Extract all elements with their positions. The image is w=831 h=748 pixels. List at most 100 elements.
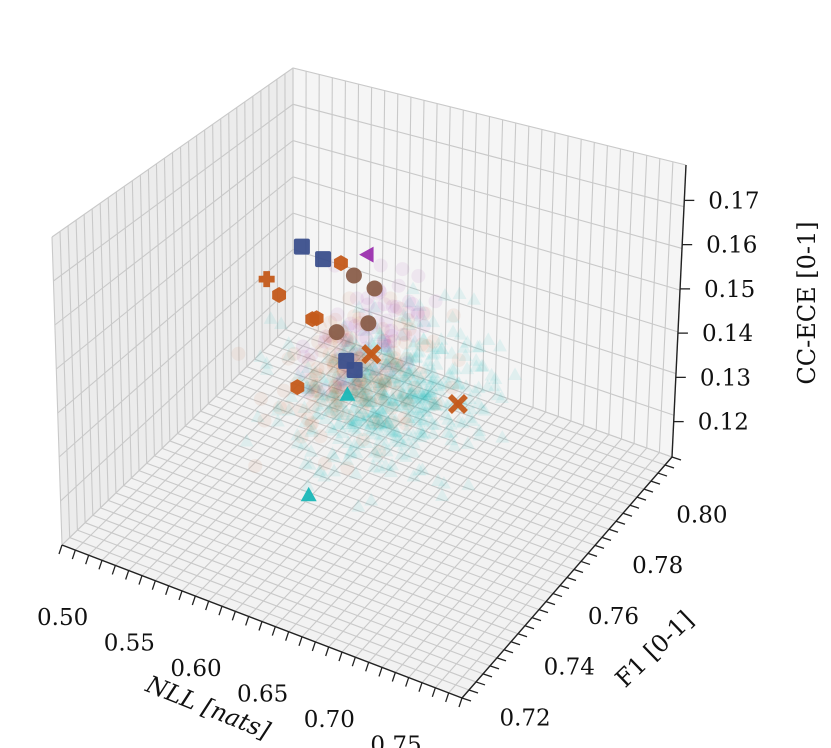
- cloud-point: [348, 318, 363, 333]
- cloud-point: [388, 413, 403, 426]
- cloud-point: [308, 379, 323, 394]
- cloud-point: [352, 408, 367, 422]
- cloud-point: [250, 409, 265, 423]
- cloud-point: [408, 390, 423, 404]
- cloud-point: [371, 383, 386, 397]
- cloud-point: [387, 354, 402, 368]
- cloud-point: [401, 366, 416, 380]
- cloud-point: [281, 402, 296, 416]
- cloud-point: [377, 387, 392, 401]
- cloud-point: [410, 396, 425, 410]
- cloud-point: [403, 386, 418, 400]
- cloud-point: [350, 391, 365, 406]
- cloud-point: [276, 383, 291, 398]
- cloud-point: [259, 355, 274, 369]
- z-gridline: [55, 176, 681, 370]
- x-tick-mark: [178, 590, 183, 601]
- cloud-point: [444, 346, 459, 359]
- x-tick-mark: [365, 662, 370, 672]
- cloud-point: [459, 379, 474, 392]
- cloud-point: [293, 403, 308, 418]
- cloud-point: [404, 392, 419, 406]
- cloud-point: [410, 402, 425, 415]
- cloud-point: [460, 335, 475, 348]
- x-tick-mark: [71, 549, 76, 560]
- cloud-point: [373, 402, 388, 416]
- cloud-point: [371, 375, 386, 389]
- cloud-point: [414, 400, 429, 413]
- cloud-point: [378, 375, 393, 390]
- cloud-point: [395, 398, 410, 412]
- cloud-point: [341, 435, 356, 448]
- cloud-point: [416, 319, 431, 334]
- cloud-point: [366, 394, 381, 408]
- cloud-point: [312, 465, 327, 478]
- cloud-point: [437, 376, 452, 390]
- cloud-point: [370, 379, 385, 392]
- cloud-point: [418, 404, 433, 417]
- cloud-point: [375, 419, 390, 433]
- z-tick-label: 0.14: [702, 321, 753, 347]
- x-tick-mark: [351, 656, 356, 667]
- cloud-point: [416, 400, 431, 414]
- cloud-point: [472, 423, 487, 437]
- cloud-point: [329, 367, 344, 381]
- cloud-point: [416, 331, 431, 345]
- cloud-point: [370, 321, 385, 335]
- cloud-point: [400, 351, 415, 366]
- cloud-point: [428, 397, 443, 412]
- cloud-point: [343, 419, 358, 432]
- cloud-point: [470, 339, 485, 353]
- cloud-point: [389, 428, 404, 441]
- cloud-point: [410, 345, 425, 358]
- cloud-point: [384, 415, 399, 430]
- cloud-point: [472, 339, 487, 353]
- cloud-point: [410, 305, 425, 320]
- cloud-point: [327, 356, 342, 371]
- cloud-point: [370, 449, 385, 463]
- cloud-point: [359, 366, 374, 379]
- cloud-point: [465, 413, 480, 426]
- y-tick-mark: [552, 592, 563, 598]
- cloud-point: [363, 362, 378, 376]
- y-tick-mark: [503, 649, 514, 654]
- cloud-point: [313, 463, 328, 476]
- cloud-point: [423, 384, 438, 398]
- cloud-point: [384, 343, 399, 356]
- cloud-point: [304, 444, 319, 457]
- cloud-point: [407, 380, 422, 395]
- cloud-point: [424, 374, 439, 388]
- cloud-point: [325, 423, 340, 436]
- cloud-point: [356, 416, 371, 430]
- cloud-point: [427, 397, 442, 411]
- cloud-point: [363, 370, 378, 385]
- cloud-point: [379, 416, 394, 430]
- cloud-point: [404, 384, 419, 398]
- cloud-point: [354, 408, 369, 422]
- cloud-point: [423, 411, 438, 425]
- cloud-point: [355, 393, 370, 406]
- cloud-point: [361, 390, 376, 404]
- cloud-point: [428, 294, 443, 309]
- cloud-point: [310, 367, 325, 382]
- cloud-point: [462, 391, 477, 405]
- cloud-point: [304, 424, 319, 437]
- cloud-point: [349, 338, 364, 351]
- cloud-point: [374, 382, 389, 396]
- cloud-point: [383, 366, 398, 379]
- cloud-point: [361, 423, 376, 437]
- cloud-point: [438, 407, 453, 421]
- data-point-x: [447, 393, 468, 414]
- x-tick-label: 0.60: [170, 656, 221, 682]
- cloud-point: [382, 422, 397, 436]
- y-tick-mark: [643, 488, 654, 493]
- cloud-point: [373, 427, 388, 441]
- cloud-point: [340, 333, 355, 348]
- cloud-point: [425, 347, 440, 360]
- cloud-point: [387, 351, 402, 366]
- cloud-point: [410, 386, 425, 400]
- cloud-point: [295, 339, 310, 354]
- cloud-point: [446, 324, 461, 338]
- cloud-point: [304, 372, 319, 387]
- cloud-point: [309, 407, 324, 420]
